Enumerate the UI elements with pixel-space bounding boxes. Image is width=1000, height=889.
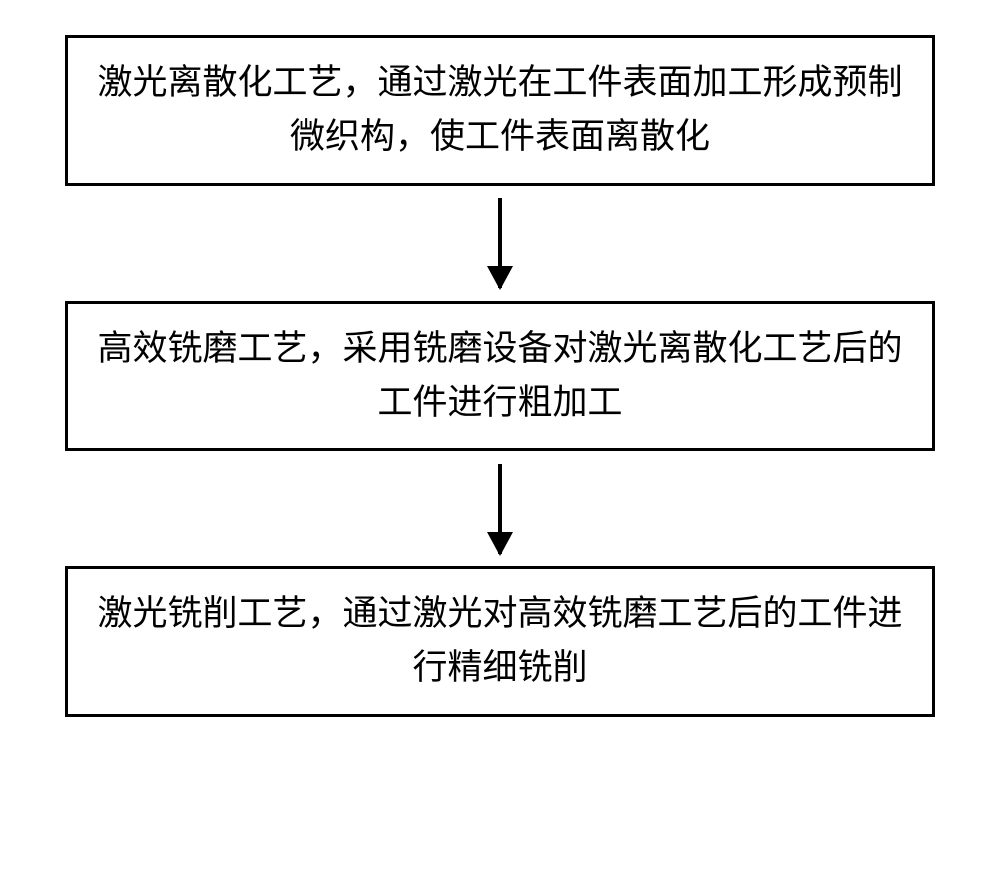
flowchart-node-step2: 高效铣磨工艺，采用铣磨设备对激光离散化工艺后的工件进行粗加工 — [65, 301, 935, 452]
flowchart-node-step3: 激光铣削工艺，通过激光对高效铣磨工艺后的工件进行精细铣削 — [65, 566, 935, 717]
node-text: 激光离散化工艺，通过激光在工件表面加工形成预制微织构，使工件表面离散化 — [97, 63, 902, 156]
node-text: 激光铣削工艺，通过激光对高效铣磨工艺后的工件进行精细铣削 — [97, 594, 902, 687]
flowchart-edge-1 — [498, 186, 502, 301]
arrow-down-icon — [498, 464, 502, 554]
flowchart-edge-2 — [498, 451, 502, 566]
arrow-down-icon — [498, 198, 502, 288]
flowchart-container: 激光离散化工艺，通过激光在工件表面加工形成预制微织构，使工件表面离散化 高效铣磨… — [0, 35, 1000, 717]
node-text: 高效铣磨工艺，采用铣磨设备对激光离散化工艺后的工件进行粗加工 — [97, 329, 902, 422]
flowchart-node-step1: 激光离散化工艺，通过激光在工件表面加工形成预制微织构，使工件表面离散化 — [65, 35, 935, 186]
